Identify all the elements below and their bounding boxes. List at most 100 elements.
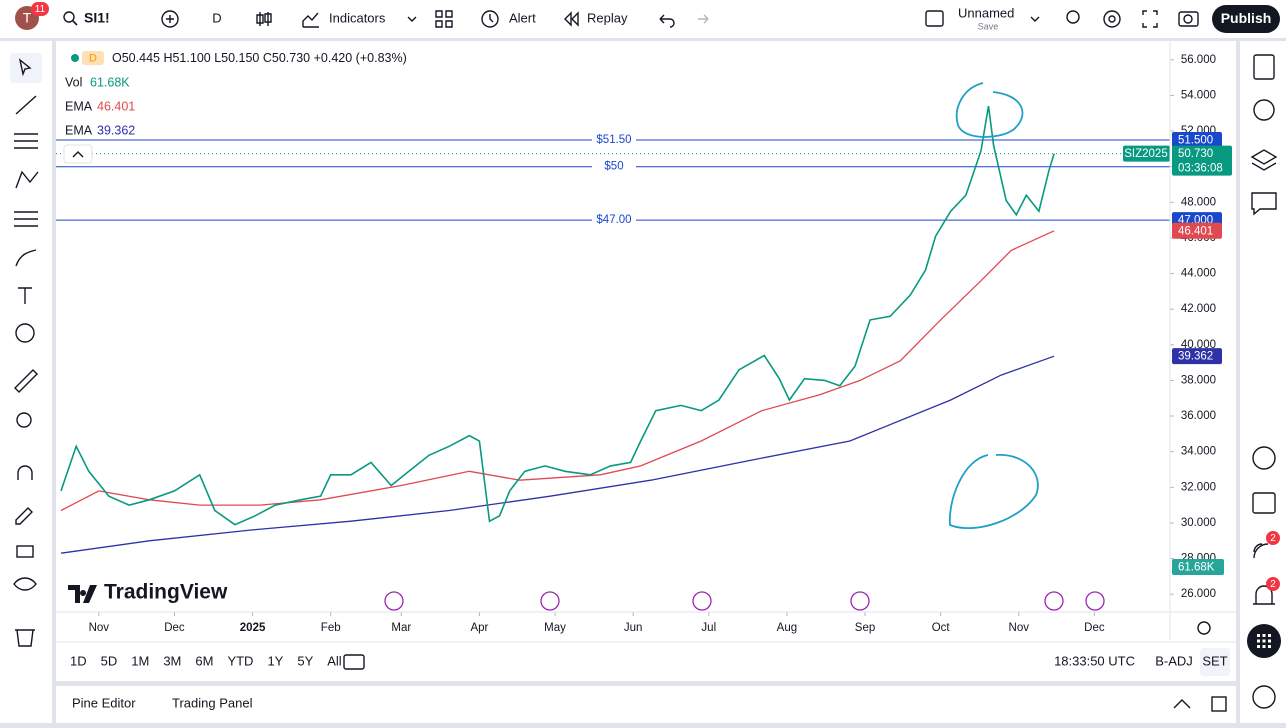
y-tick-label: 30.000	[1181, 517, 1216, 529]
interval[interactable]: D	[212, 10, 221, 25]
y-tick-label: 34.000	[1181, 446, 1216, 458]
indicators[interactable]: Indicators	[329, 10, 386, 25]
notifications[interactable]	[1253, 585, 1275, 605]
lock-tool[interactable]	[16, 545, 34, 558]
symbol-tag-label: SIZ2025	[1124, 148, 1167, 160]
fullscreen[interactable]	[1142, 10, 1158, 28]
range-button[interactable]: 1M	[131, 653, 149, 668]
settings[interactable]	[1103, 10, 1121, 28]
news[interactable]	[1253, 543, 1269, 559]
redo[interactable]	[698, 14, 709, 24]
collapse-legend[interactable]	[63, 144, 93, 164]
ema-value: 39.362	[97, 123, 135, 137]
x-tick-label: Jun	[624, 622, 643, 634]
brush-tool[interactable]	[15, 249, 37, 267]
level-label: $51.50	[596, 134, 631, 146]
range-button[interactable]: 3M	[163, 653, 181, 668]
zoom-tool[interactable]	[16, 412, 32, 428]
range-button[interactable]: 1D	[70, 653, 87, 668]
x-tick-label: May	[544, 622, 566, 634]
help[interactable]	[1252, 685, 1276, 709]
axis-settings[interactable]	[1197, 621, 1211, 635]
tab[interactable]: Pine Editor	[72, 695, 136, 710]
fib-tool[interactable]	[14, 133, 38, 149]
range-button[interactable]: 1Y	[267, 653, 283, 668]
data-window[interactable]	[1250, 149, 1278, 171]
event[interactable]	[850, 591, 870, 611]
chart-type[interactable]	[256, 12, 272, 26]
range-button[interactable]: 5Y	[297, 653, 313, 668]
event[interactable]	[1044, 591, 1064, 611]
hotlist[interactable]	[1252, 446, 1276, 470]
left-toolbar	[0, 41, 52, 723]
range-button[interactable]: All	[327, 653, 342, 668]
session-button[interactable]	[1200, 648, 1230, 676]
alert-icon[interactable]	[481, 10, 499, 28]
logo	[68, 585, 97, 603]
symbol[interactable]: SI1!	[84, 10, 110, 26]
tab[interactable]: Trading Panel	[172, 695, 253, 710]
layout-box[interactable]	[925, 10, 944, 27]
maximize-panel[interactable]	[1211, 696, 1227, 712]
layouts[interactable]	[435, 10, 453, 28]
expand-panel[interactable]	[1173, 699, 1191, 709]
magnet-tool[interactable]	[17, 465, 33, 480]
watchlist[interactable]	[1253, 54, 1275, 80]
alert[interactable]: Alert	[509, 10, 536, 25]
undo[interactable]	[659, 14, 675, 28]
indicators-icon[interactable]	[302, 12, 319, 28]
event[interactable]	[692, 591, 712, 611]
trash[interactable]	[15, 629, 35, 647]
badge	[1266, 577, 1280, 591]
emoji-tool[interactable]	[15, 323, 35, 343]
range-button[interactable]: 6M	[195, 653, 213, 668]
last-price-label: 50.730	[1178, 148, 1213, 160]
event[interactable]	[384, 591, 404, 611]
chevron[interactable]	[407, 16, 417, 22]
chat[interactable]	[1251, 192, 1277, 216]
draw-mode[interactable]	[15, 507, 33, 525]
replay-icon[interactable]	[564, 11, 579, 27]
level-label: $47.00	[596, 214, 631, 226]
add-symbol[interactable]	[161, 10, 179, 28]
y-tick-label: 56.000	[1181, 54, 1216, 66]
layout-name[interactable]: Unnamed	[958, 5, 1014, 20]
visibility-tool[interactable]	[13, 577, 37, 591]
date-range[interactable]	[343, 654, 365, 670]
x-tick-label: Sep	[855, 622, 875, 634]
pattern-tool[interactable]	[15, 170, 39, 189]
ema-name: EMA	[65, 99, 93, 113]
range-button[interactable]: YTD	[227, 653, 253, 668]
y-tick-label: 40.000	[1181, 339, 1216, 351]
alerts[interactable]	[1253, 99, 1275, 121]
clock-time[interactable]: 18:33:50 UTC	[1054, 653, 1135, 668]
quick-search[interactable]	[1066, 10, 1080, 24]
adjust[interactable]: B-ADJ	[1155, 653, 1193, 668]
cursor-tool[interactable]	[18, 58, 32, 77]
price-tag	[1172, 131, 1222, 148]
level-label-bg	[592, 213, 636, 228]
ohlc-value: 51.100	[172, 51, 210, 65]
publish-button[interactable]	[1212, 5, 1280, 33]
bottom-panel	[56, 686, 1236, 723]
forecast-tool[interactable]	[14, 211, 38, 227]
chevron[interactable]	[1030, 16, 1040, 22]
hand-circle	[955, 82, 1024, 138]
range-button[interactable]: 5D	[101, 653, 118, 668]
text-tool[interactable]	[18, 287, 32, 304]
selected-tool	[10, 53, 42, 83]
change: +0.420 (+0.83%)	[314, 51, 407, 65]
x-tick-label: Nov	[89, 622, 110, 634]
calendar[interactable]	[1252, 492, 1276, 514]
search-icon[interactable]	[63, 11, 75, 23]
series-line	[60, 230, 1055, 512]
event[interactable]	[1085, 591, 1105, 611]
ruler-tool[interactable]	[14, 369, 38, 393]
snapshot[interactable]	[1178, 11, 1199, 27]
level-label: $50	[604, 161, 623, 173]
replay[interactable]: Replay	[587, 10, 628, 25]
x-tick-label: Dec	[1084, 622, 1105, 634]
line-tool[interactable]	[15, 95, 37, 115]
event[interactable]	[540, 591, 560, 611]
save[interactable]: Save	[978, 21, 999, 31]
